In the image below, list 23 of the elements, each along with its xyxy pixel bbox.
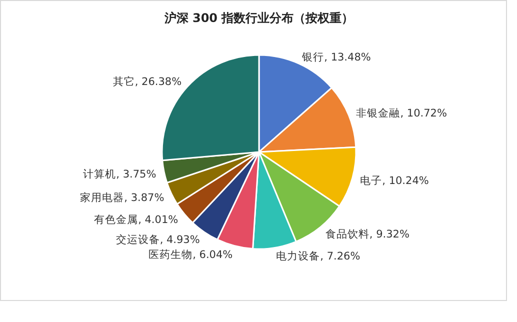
- category: 有色金属: [94, 214, 138, 226]
- category: 其它: [112, 76, 135, 88]
- value: , 6.04%: [192, 248, 233, 261]
- value: , 7.26%: [320, 250, 360, 263]
- value: , 4.01%: [138, 214, 178, 226]
- category: 电力设备: [276, 250, 320, 263]
- category: 计算机: [83, 168, 116, 180]
- value: , 4.93%: [160, 234, 200, 246]
- value: , 3.87%: [124, 192, 164, 204]
- chart-title: 沪深 300 指数行业分布（按权重）: [163, 11, 354, 25]
- value: , 3.75%: [116, 168, 156, 180]
- category: 医药生物: [148, 248, 193, 261]
- value: , 10.24%: [382, 175, 429, 188]
- value: , 10.72%: [400, 107, 447, 120]
- category: 非银金融: [356, 107, 400, 120]
- category: 交运设备: [116, 234, 160, 246]
- value: , 13.48%: [324, 51, 371, 64]
- category: 食品饮料: [325, 228, 370, 240]
- category: 银行: [302, 51, 324, 64]
- value: , 26.38%: [134, 76, 182, 88]
- category: 电子: [360, 175, 382, 188]
- value: , 9.32%: [369, 228, 410, 240]
- category: 家用电器: [80, 192, 124, 204]
